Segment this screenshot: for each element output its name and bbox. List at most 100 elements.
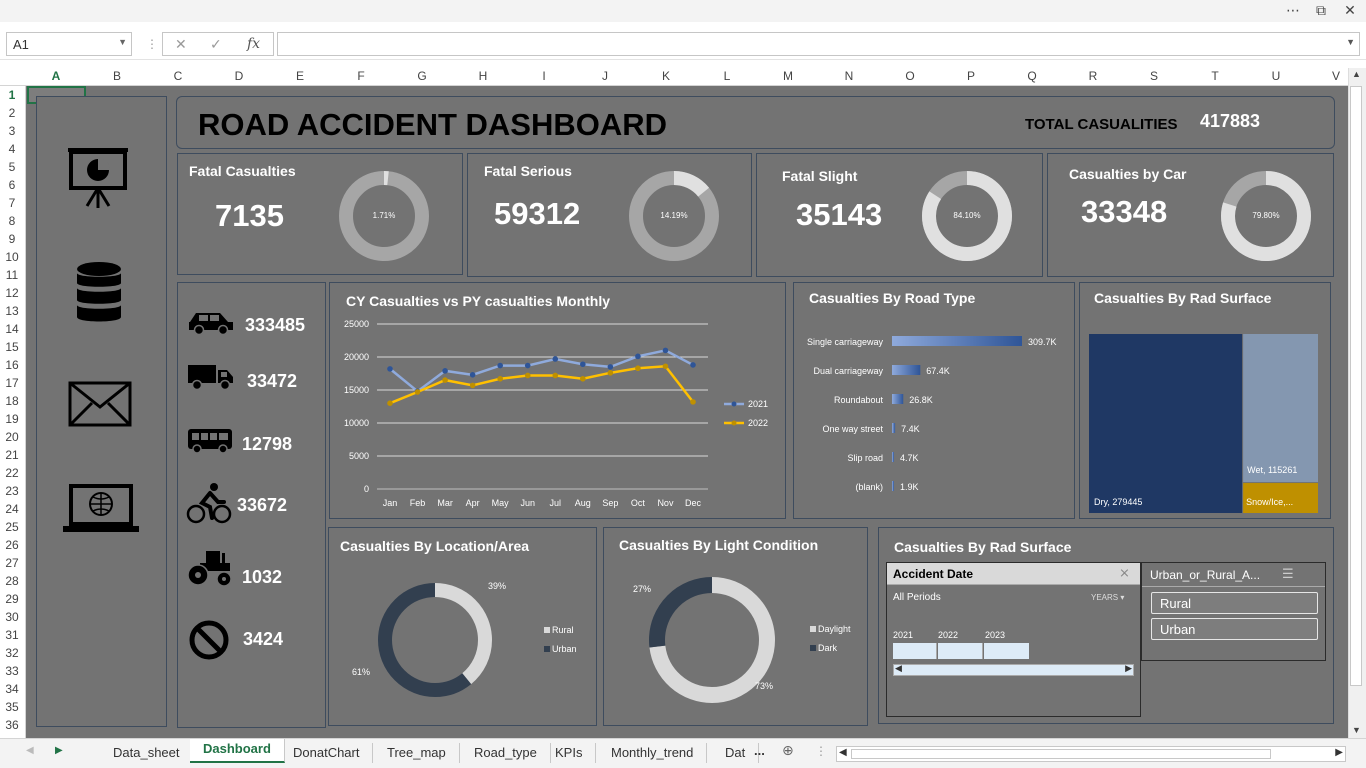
column-header[interactable]: A [51,69,61,83]
column-header[interactable]: F [357,69,365,83]
restore-icon[interactable]: ⧉ [1316,2,1326,18]
mail-icon[interactable] [68,381,132,427]
row-header[interactable]: 12 [5,286,19,300]
row-header[interactable]: 2 [8,106,16,120]
row-header[interactable]: 17 [5,376,19,390]
column-header[interactable]: C [173,69,183,83]
row-header[interactable]: 9 [8,232,16,246]
row-header[interactable]: 10 [5,250,19,264]
row-header[interactable]: 4 [8,142,16,156]
database-icon[interactable] [75,261,123,325]
timeline-year-2022[interactable]: 2022 [938,630,959,640]
prev-sheet-icon[interactable]: ◀ [26,745,34,756]
close-icon[interactable]: ✕ [1344,2,1356,18]
add-sheet-icon[interactable]: ⊕ [782,742,794,758]
area-slicer[interactable]: Urban_or_Rural_A... ☰ Rural Urban [1141,562,1326,661]
timeline-unit-select[interactable]: YEARS ▾ [1091,593,1125,602]
column-header[interactable]: Q [1027,69,1037,83]
row-header[interactable]: 24 [5,502,19,516]
horizontal-scroll-thumb[interactable] [851,749,1271,759]
formula-input[interactable]: ▼ [277,32,1360,56]
timeline-year-2021[interactable]: 2021 [893,630,914,640]
row-header[interactable]: 18 [5,394,19,408]
column-header[interactable]: E [295,69,304,83]
sheet-tab-dat[interactable]: Dat [712,743,760,763]
expand-formula-icon[interactable]: ▼ [1346,37,1355,47]
row-header[interactable]: 25 [5,520,19,534]
row-header[interactable]: 23 [5,484,19,498]
row-header[interactable]: 34 [5,682,19,696]
column-header[interactable]: J [602,69,608,83]
scroll-left-icon[interactable]: ◀ [839,747,847,758]
column-header[interactable]: N [844,69,854,83]
timeline-bar-2022[interactable] [938,643,983,659]
row-header[interactable]: 7 [8,196,16,210]
name-box[interactable]: A1 ▼ [6,32,132,56]
row-header[interactable]: 32 [5,646,19,660]
row-header[interactable]: 29 [5,592,19,606]
column-header[interactable]: O [905,69,915,83]
presentation-chart-icon[interactable] [65,144,131,210]
column-header[interactable]: L [723,69,731,83]
column-header[interactable]: R [1088,69,1098,83]
row-header[interactable]: 33 [5,664,19,678]
timeline-scrollbar[interactable]: ◀ ▶ [893,663,1134,676]
tabs-split-handle-icon[interactable]: ⋮ [815,744,827,758]
cancel-icon[interactable]: ✕ [175,36,187,52]
sheet-tab-donatchart[interactable]: DonatChart [280,743,374,763]
timeline-scroll-right-icon[interactable]: ▶ [1125,663,1132,673]
column-header[interactable]: S [1149,69,1158,83]
column-header[interactable]: K [661,69,670,83]
next-sheet-icon[interactable]: ▶ [55,745,63,756]
column-header[interactable]: B [112,69,121,83]
row-header[interactable]: 20 [5,430,19,444]
scroll-down-icon[interactable]: ▼ [1352,725,1361,735]
vertical-scroll-thumb[interactable] [1350,86,1362,686]
scroll-up-icon[interactable]: ▲ [1352,69,1361,79]
multi-select-icon[interactable]: ☰ [1282,566,1294,581]
chevron-down-icon[interactable]: ▼ [118,37,127,47]
row-header[interactable]: 19 [5,412,19,426]
area-slicer-item-urban[interactable]: Urban [1151,618,1318,640]
row-header[interactable]: 28 [5,574,19,588]
column-header[interactable]: D [234,69,244,83]
column-header[interactable]: M [783,69,793,83]
row-header[interactable]: 5 [8,160,16,174]
row-header[interactable]: 16 [5,358,19,372]
laptop-globe-icon[interactable] [63,484,139,534]
row-header[interactable]: 14 [5,322,19,336]
row-header[interactable]: 36 [5,718,19,732]
row-header[interactable]: 8 [8,214,16,228]
column-header[interactable]: G [417,69,427,83]
row-header[interactable]: 30 [5,610,19,624]
sheet-tab-kpis[interactable]: KPIs [542,743,597,763]
more-tabs-icon[interactable]: ... [754,743,765,758]
row-header[interactable]: 15 [5,340,19,354]
enter-icon[interactable]: ✓ [210,36,222,52]
clear-filter-icon[interactable]: ⨯ [1119,565,1130,580]
column-header[interactable]: V [1331,69,1340,83]
row-header[interactable]: 11 [5,268,19,282]
timeline-year-2023[interactable]: 2023 [985,630,1006,640]
timeline-bar-2023[interactable] [984,643,1029,659]
sheet-tab-road_type[interactable]: Road_type [461,743,551,763]
row-header[interactable]: 22 [5,466,19,480]
row-header[interactable]: 1 [8,88,16,102]
timeline-scroll-left-icon[interactable]: ◀ [895,663,902,673]
timeline-bar-2021[interactable] [893,643,937,659]
sheet-tab-monthly_trend[interactable]: Monthly_trend [598,743,708,763]
insert-function-icon[interactable]: fx [247,36,261,52]
row-header[interactable]: 6 [8,178,16,192]
date-timeline-slicer[interactable]: Accident Date ⨯ All Periods YEARS ▾ 2021… [886,562,1141,717]
row-header[interactable]: 21 [5,448,19,462]
column-header[interactable]: P [966,69,975,83]
row-header[interactable]: 35 [5,700,19,714]
row-header[interactable]: 31 [5,628,19,642]
column-header[interactable]: H [478,69,488,83]
column-header[interactable]: U [1271,69,1281,83]
sheet-tab-dashboard[interactable]: Dashboard [190,739,285,763]
horizontal-scrollbar[interactable]: ◀ ▶ [836,746,1346,762]
more-options-icon[interactable]: ⋯ [1286,2,1300,18]
area-slicer-item-rural[interactable]: Rural [1151,592,1318,614]
sheet-tab-data_sheet[interactable]: Data_sheet [100,743,194,763]
